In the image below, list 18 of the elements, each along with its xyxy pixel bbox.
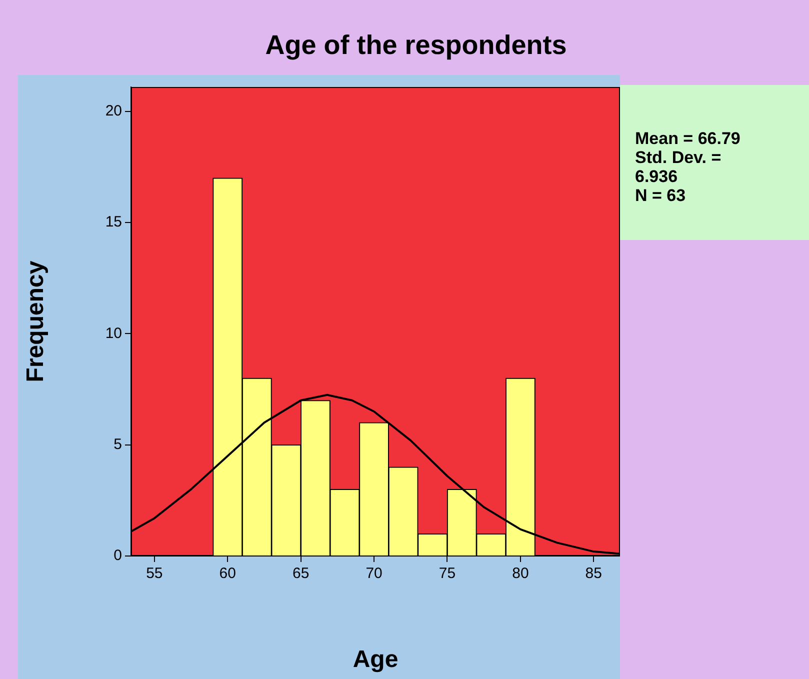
x-axis-title: Age [352, 646, 398, 674]
text: N = 63 [635, 186, 687, 205]
x-tick-label: 65 [292, 565, 310, 582]
x-tick-label: 70 [366, 565, 382, 582]
y-tick-label: 20 [105, 102, 122, 120]
x-tick-label: 85 [585, 565, 602, 582]
x-tick-label: 60 [219, 565, 236, 582]
y-tick-label: 10 [105, 324, 122, 342]
text: Std. Dev. = 6.936 [635, 148, 722, 186]
y-tick-label: 0 [114, 547, 122, 564]
chart-title: Age of the respondents [264, 30, 568, 61]
y-tick-label: 15 [105, 214, 122, 231]
y-axis-title: Frequency [22, 260, 50, 382]
x-tick-label: 55 [146, 565, 163, 582]
y-tick-label: 5 [114, 436, 122, 454]
x-tick-label: 75 [438, 565, 456, 582]
text: Mean = 66.79 [635, 129, 742, 148]
x-tick-label: 80 [512, 565, 529, 582]
